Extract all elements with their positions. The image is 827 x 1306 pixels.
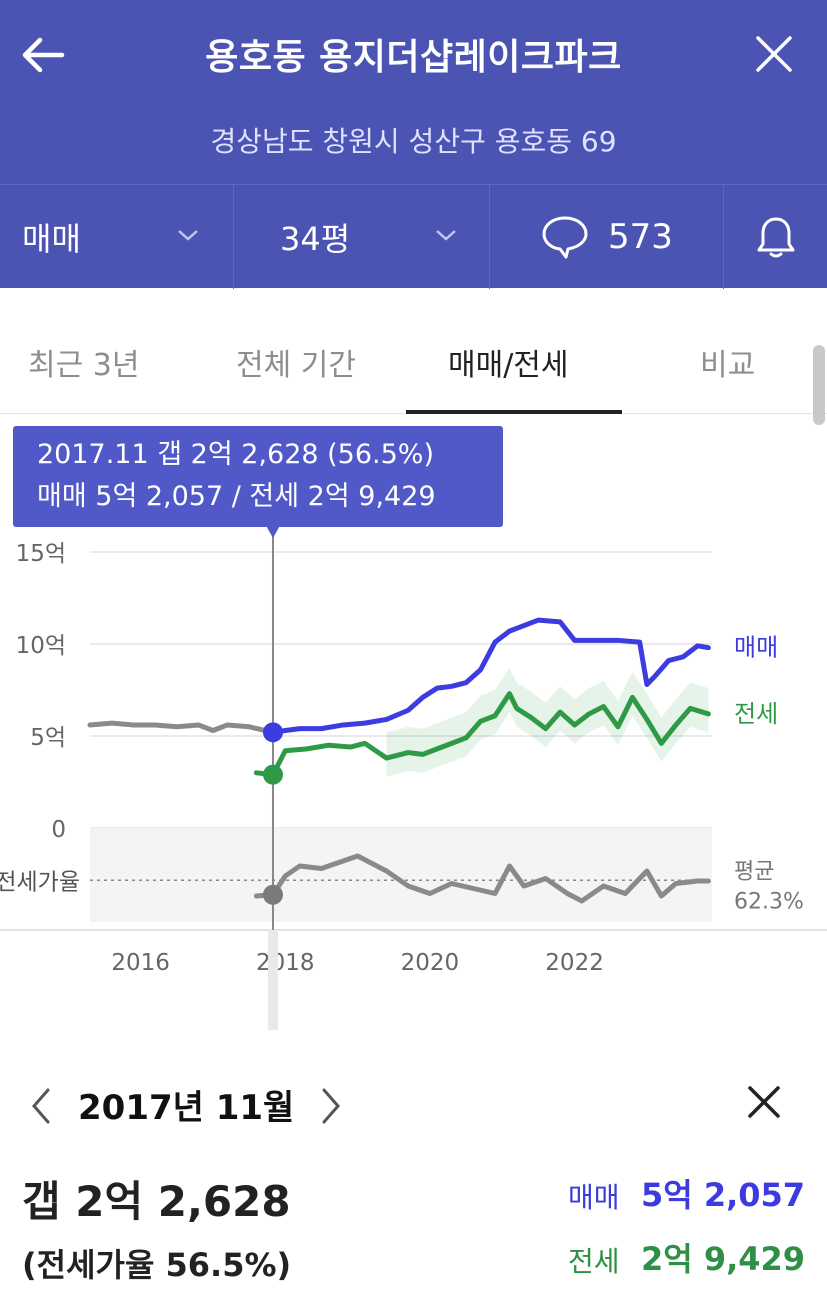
next-month-button[interactable] (316, 1084, 346, 1128)
x-tick-label: 2022 (545, 950, 604, 976)
cursor-track (267, 930, 278, 1030)
comments-button[interactable]: 573 (490, 185, 724, 289)
jeonse-point-marker (262, 764, 283, 785)
chart-tooltip: 2017.11 갭 2억 2,628 (56.5%) 매매 5억 2,057 /… (13, 426, 503, 527)
gap-amount: 갭 2억 2,628 (22, 1177, 291, 1226)
tooltip-gap-line: 2017.11 갭 2억 2,628 (56.5%) (37, 439, 434, 470)
sale-value: 5억 2,057 (641, 1176, 806, 1214)
jeonse-line (253, 691, 711, 778)
filter-bar: 매매 34평 573 (0, 184, 827, 289)
size-label: 34평 (280, 220, 351, 258)
ratio-label: 전세가율 (0, 869, 80, 895)
detail-close-icon[interactable] (742, 1080, 786, 1124)
jeonse-range-band (386, 667, 709, 777)
sale-series-label: 매매 (734, 634, 778, 662)
chevron-down-icon (178, 230, 198, 241)
period-tabs: 최근 3년 전체 기간 매매/전세 비교 (0, 288, 827, 414)
active-tab-indicator (406, 410, 622, 414)
sale-history-line (87, 720, 276, 735)
y-tick-label: 5억 (30, 725, 66, 751)
chevron-left-icon (32, 1088, 50, 1124)
tab-recent-3-years[interactable]: 최근 3년 (28, 348, 140, 383)
series-lines (87, 617, 711, 904)
chevron-down-icon (436, 230, 456, 241)
alarm-button[interactable] (724, 185, 827, 289)
x-tick-label: 2018 (256, 950, 315, 976)
jeonse-series-label: 전세 (734, 700, 778, 728)
tab-sale-jeonse[interactable]: 매매/전세 (448, 348, 569, 383)
tab-compare[interactable]: 비교 (700, 348, 756, 383)
x-tick-label: 2020 (401, 950, 460, 976)
chevron-right-icon (322, 1088, 340, 1124)
previous-month-button[interactable] (26, 1084, 56, 1128)
size-dropdown[interactable]: 34평 (234, 185, 490, 289)
back-arrow-icon[interactable] (18, 30, 68, 80)
jeonse-label: 전세 (568, 1245, 620, 1278)
close-icon[interactable] (752, 32, 796, 76)
bell-icon (757, 217, 794, 258)
jeonse-value: 2억 9,429 (641, 1240, 806, 1278)
sale-point-marker (262, 722, 283, 743)
y-tick-label: 0 (51, 817, 66, 843)
average-value: 62.3% (734, 889, 804, 914)
ratio-point-marker (262, 884, 283, 905)
app-header: 용호동 용지더샵레이크파크 경상남도 창원시 성산구 용호동 69 매매 34평… (0, 0, 827, 289)
x-tick-label: 2016 (111, 950, 170, 976)
trade-type-dropdown[interactable]: 매매 (0, 185, 234, 289)
page-title: 용호동 용지더샵레이크파크 (205, 37, 622, 78)
y-tick-label: 15억 (16, 541, 66, 567)
speech-bubble-icon (542, 216, 588, 259)
sale-line (270, 617, 711, 735)
tooltip-price-line: 매매 5억 2,057 / 전세 2억 9,429 (37, 481, 436, 512)
selection-cursor (262, 522, 283, 1030)
sale-label: 매매 (568, 1181, 620, 1214)
address-text: 경상남도 창원시 성산구 용호동 69 (210, 125, 617, 158)
comment-count: 573 (608, 217, 673, 257)
tab-all-period[interactable]: 전체 기간 (236, 348, 356, 383)
ratio-line (253, 853, 711, 904)
trade-type-label: 매매 (22, 220, 81, 258)
ratio-background (90, 828, 712, 922)
detail-month: 2017년 11월 (78, 1088, 295, 1128)
range-bands (386, 667, 709, 777)
scrollbar[interactable] (813, 345, 825, 425)
ratio-panel (90, 828, 712, 922)
average-label: 평균 (734, 859, 774, 884)
jeonse-ratio: (전세가율 56.5%) (22, 1246, 292, 1284)
y-tick-label: 10억 (16, 633, 66, 659)
